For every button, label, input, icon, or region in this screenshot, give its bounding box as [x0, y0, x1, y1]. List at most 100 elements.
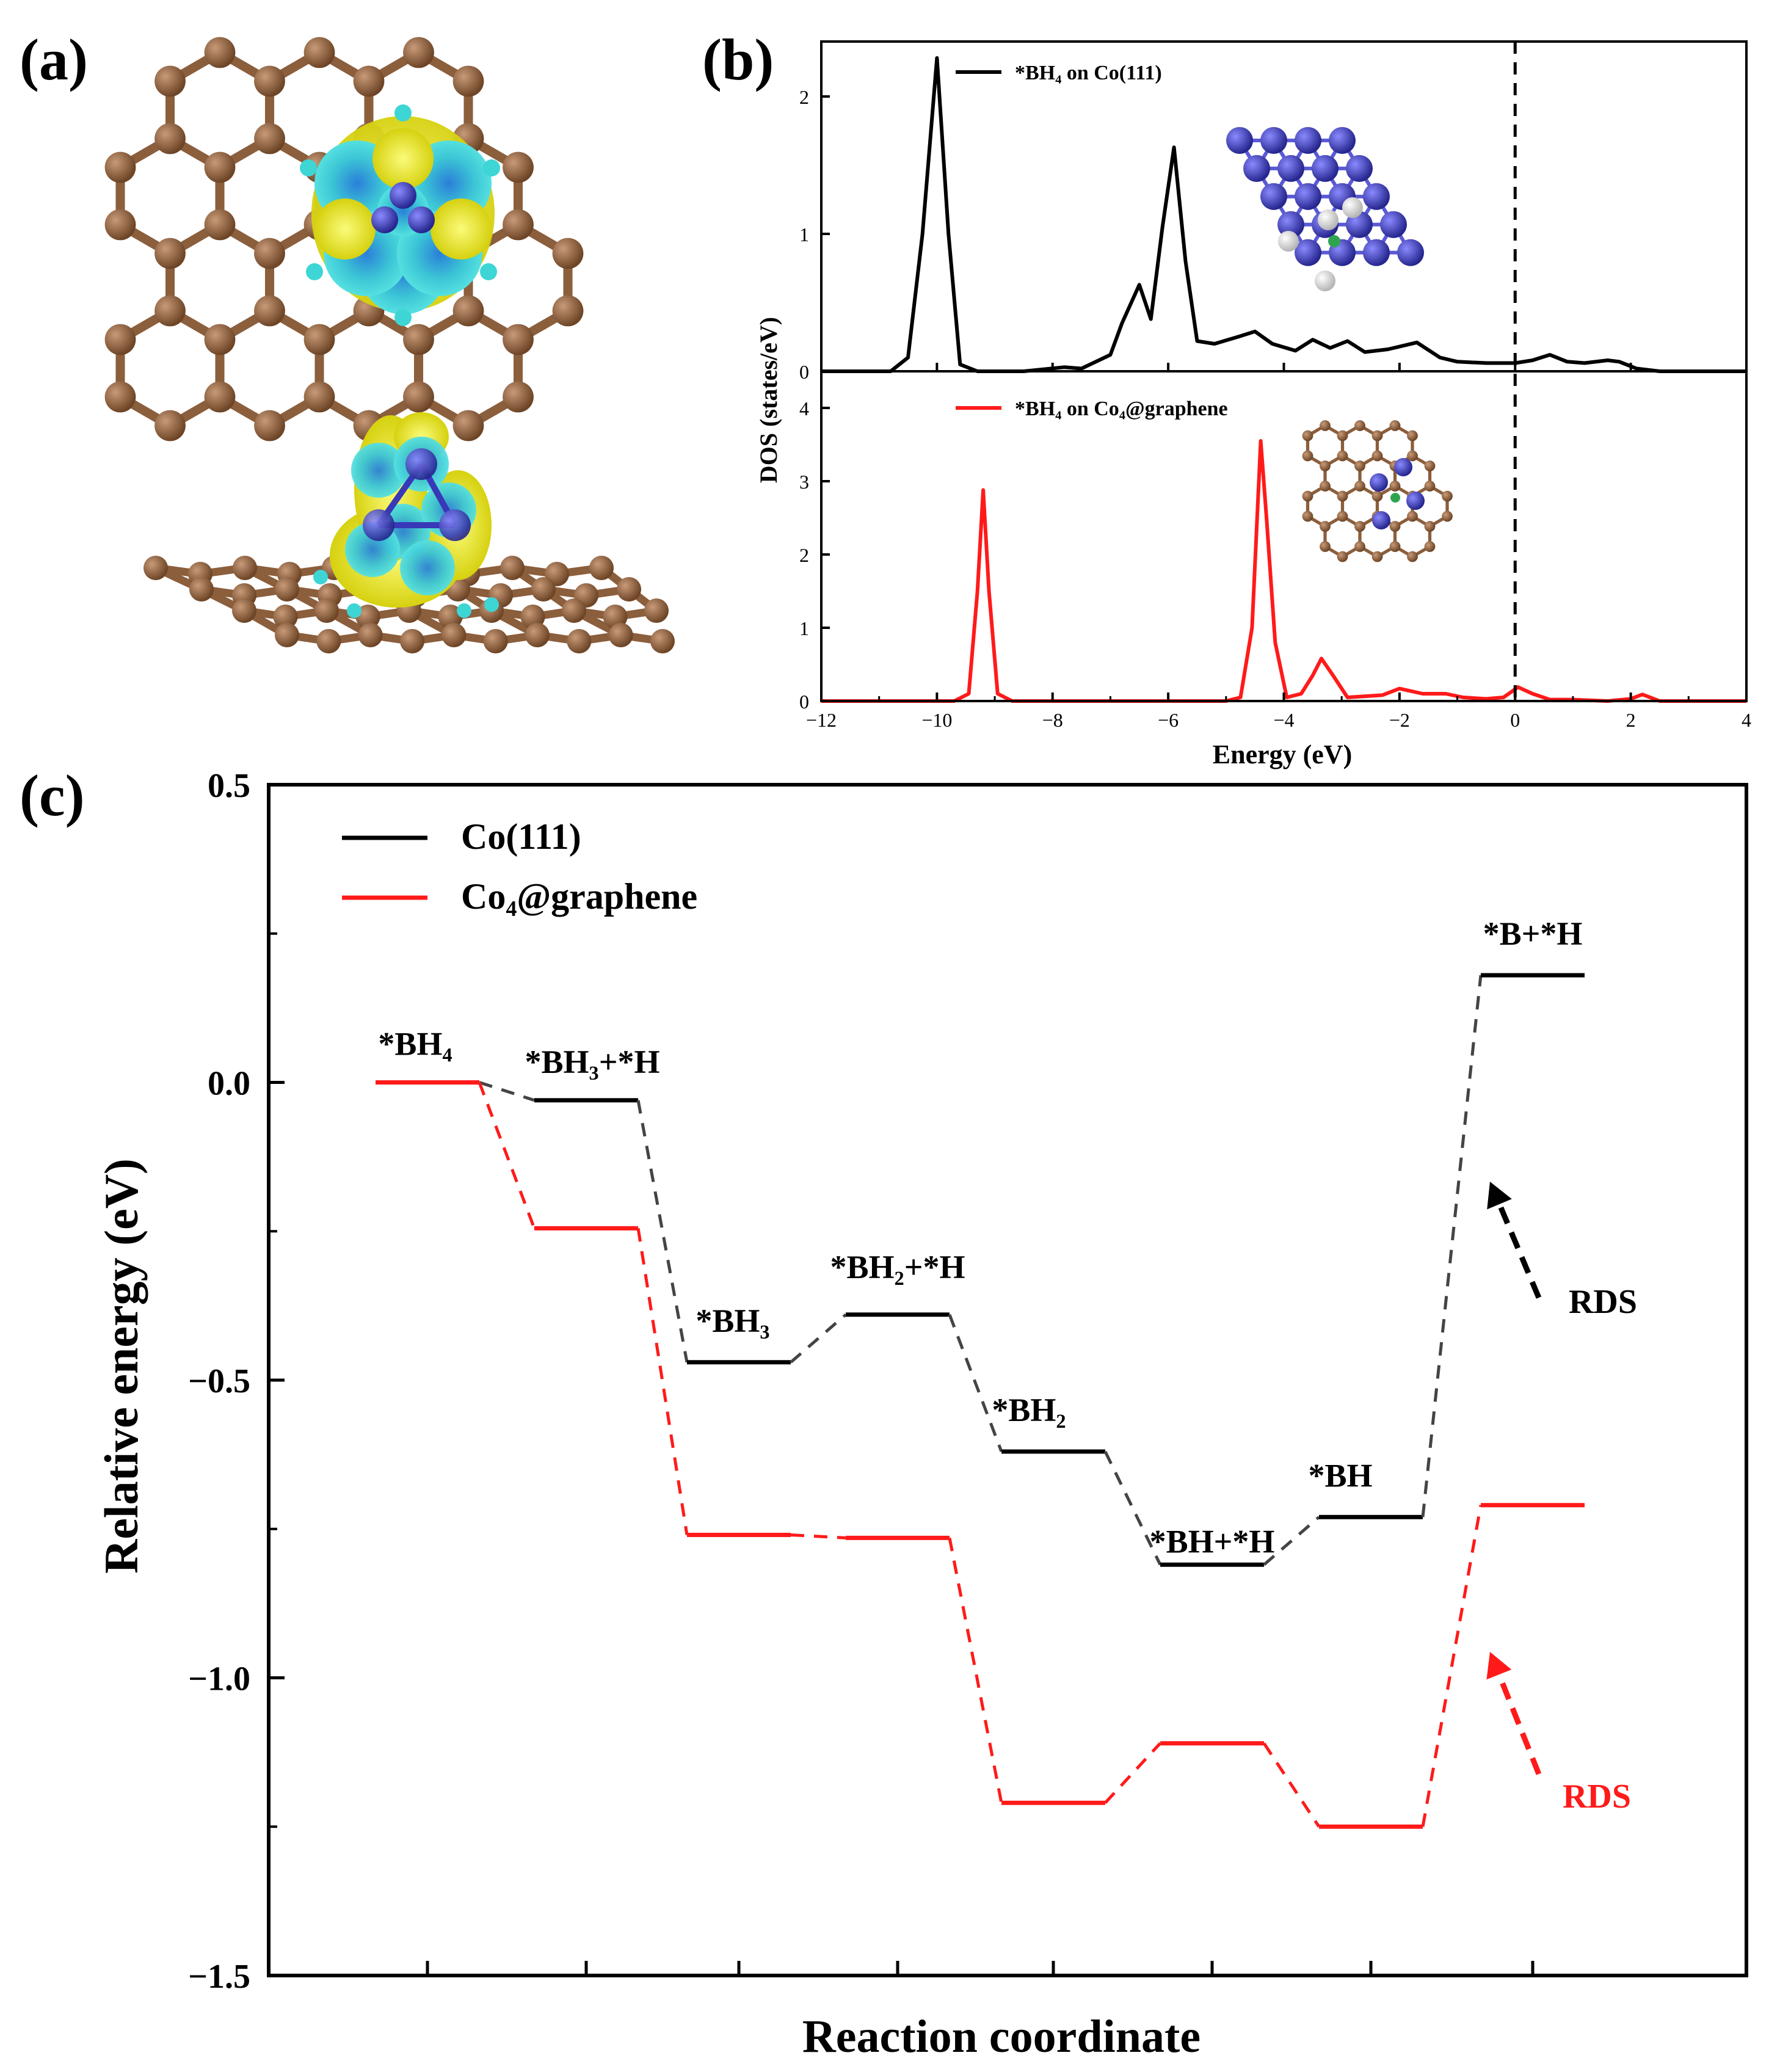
carbon-atom [1442, 490, 1453, 502]
carbon-atom [403, 37, 434, 68]
carbon-atom [1424, 521, 1436, 532]
y-tick-label: 1 [799, 224, 809, 245]
energy-connector [479, 1081, 535, 1102]
carbon-atom [1354, 521, 1365, 532]
y-tick-label: 0 [799, 691, 809, 713]
carbon-atom [1407, 450, 1418, 462]
cobalt-atom [1397, 239, 1424, 266]
energy-connector [1421, 975, 1483, 1518]
carbon-atom [1442, 511, 1453, 522]
carbon-atom [204, 324, 236, 355]
carbon-atom [589, 556, 614, 580]
carbon-atom [154, 123, 186, 154]
carbon-atom [1337, 490, 1348, 502]
cobalt-atom [1380, 211, 1407, 238]
c-legend-label-co4-graphene: Co₄@graphene [461, 876, 697, 917]
hydrogen-atom [1315, 271, 1335, 291]
carbon-atom [503, 324, 534, 355]
carbon-atom [1320, 521, 1331, 532]
c-y-tick-label: −0.5 [188, 1362, 250, 1400]
c-y-tick-label: 0.5 [208, 767, 250, 805]
carbon-atom [1337, 551, 1348, 562]
x-tick-label: −6 [1158, 709, 1179, 731]
carbon-atom [1337, 450, 1348, 462]
state-label: *BH [1308, 1457, 1372, 1494]
cobalt-atom [1363, 239, 1390, 266]
c-y-tick-label: 0.0 [208, 1065, 250, 1103]
carbon-atom [154, 238, 186, 269]
carbon-atom [358, 623, 383, 647]
energy-profile-plot: −1.5 −1.0 −0.5 0.0 0.5 *BH₄ *BH₃+*H *BH₃ *BH₂+*H… [188, 767, 1748, 1996]
carbon-atom [314, 598, 339, 623]
carbon-atom [552, 295, 584, 327]
cobalt-atom [1406, 492, 1425, 510]
energy-connector [1262, 1742, 1321, 1828]
iso-cyan-dot [394, 104, 412, 122]
rds-label-co111: RDS [1569, 1283, 1637, 1321]
carbon-atom [650, 629, 675, 653]
cobalt-atom [1312, 154, 1339, 182]
cobalt-atom [1394, 458, 1412, 476]
energy-connector [1103, 1450, 1162, 1566]
carbon-atom [204, 381, 236, 413]
carbon-atom [1320, 541, 1331, 552]
cobalt-atom [1370, 473, 1388, 492]
carbon-atom [104, 209, 136, 241]
carbon-atom [403, 381, 434, 413]
carbon-atom [1389, 521, 1401, 532]
cobalt-atom [1363, 183, 1390, 210]
iso-cyan-dot [483, 159, 500, 176]
panel-label-a: (a) [20, 27, 88, 92]
carbon-atom [1371, 450, 1383, 462]
carbon-atom [233, 556, 257, 580]
charge-density-isosurface [300, 104, 500, 326]
carbon-atom [403, 324, 434, 355]
y-tick-label: 1 [799, 617, 809, 639]
state-label: *BH₄ [378, 1026, 452, 1063]
state-label: *BH₃ [696, 1303, 769, 1339]
iso-cyan-dot [457, 603, 471, 618]
carbon-atom [520, 605, 545, 629]
carbon-atom [400, 629, 424, 653]
carbon-atom [1302, 430, 1313, 442]
carbon-atom [1302, 511, 1313, 522]
carbon-atom [1337, 511, 1348, 522]
x-tick-label: 4 [1742, 709, 1751, 731]
state-label: *BH₂+*H [830, 1249, 965, 1285]
carbon-atom [500, 556, 525, 580]
cobalt-atom [1243, 154, 1270, 182]
charge-density-side-view [143, 412, 675, 653]
rds-label-co4-graphene: RDS [1563, 1778, 1631, 1816]
inset-co4-graphene [1302, 420, 1453, 562]
dos-x-axis-label: Energy (eV) [1213, 740, 1353, 769]
x-tick-label: −2 [1389, 709, 1410, 731]
series-co111 [376, 973, 1585, 1567]
carbon-atom [303, 381, 335, 413]
carbon-atom [503, 209, 534, 241]
carbon-atom [1302, 490, 1313, 502]
dos-y-axis-label: DOS (states/eV) [755, 317, 782, 483]
c-y-axis-label: Relative energy (eV) [95, 1158, 148, 1574]
energy-connector [790, 1533, 846, 1539]
carbon-atom [154, 65, 186, 97]
cobalt-atom [371, 206, 398, 233]
carbon-atom [617, 577, 641, 602]
dos-structure-insets [1226, 127, 1453, 562]
x-tick-label: 0 [1510, 709, 1520, 731]
c-y-tick-label: −1.0 [188, 1660, 250, 1698]
carbon-atom [644, 598, 669, 623]
panel-a-structures [104, 37, 675, 653]
carbon-atom [154, 295, 186, 327]
carbon-atom [525, 623, 550, 647]
y-tick-label: 0 [799, 361, 809, 383]
carbon-atom [1424, 460, 1436, 471]
carbon-atom [303, 324, 335, 355]
state-label: *BH₃+*H [525, 1044, 660, 1080]
x-tick-label: −10 [921, 709, 952, 731]
carbon-atom [608, 623, 633, 647]
hydrogen-atom [1342, 197, 1363, 218]
cobalt-atom [439, 509, 471, 541]
rds-arrow-shaft [1496, 1673, 1542, 1775]
carbon-atom [104, 324, 136, 355]
rds-arrow-co4-graphene [1486, 1652, 1542, 1775]
